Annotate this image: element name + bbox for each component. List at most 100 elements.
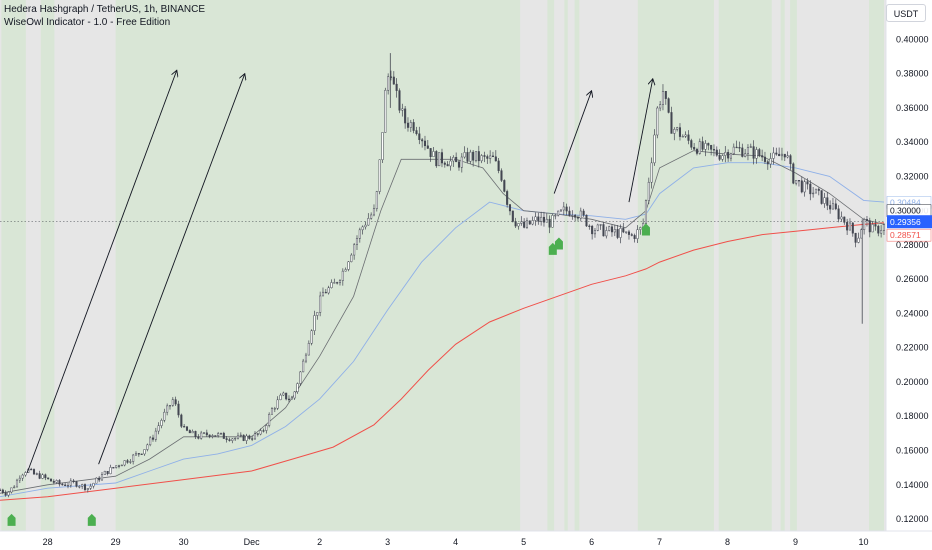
candle-body-182 — [514, 221, 517, 227]
x-tick-7: 5 — [521, 537, 526, 547]
candle-body-255 — [721, 155, 724, 160]
candle-body-176 — [497, 160, 500, 171]
candle-body-14 — [38, 473, 41, 479]
candle-body-303 — [857, 237, 860, 243]
candle-body-158 — [446, 164, 449, 167]
candle-body-308 — [871, 224, 874, 233]
candle-body-220 — [622, 228, 625, 233]
candle-body-312 — [882, 224, 885, 231]
candle-body-122 — [344, 269, 347, 272]
candle-body-92 — [259, 430, 262, 435]
zone-7 — [718, 0, 772, 531]
candle-body-125 — [353, 244, 356, 256]
candle-body-224 — [633, 235, 636, 239]
buy-signal-1 — [7, 513, 16, 526]
candle-body-38 — [106, 470, 109, 475]
candle-body-210 — [593, 230, 597, 235]
candle-body-110 — [310, 330, 313, 344]
candle-body-60 — [168, 405, 172, 407]
candle-body-6 — [15, 479, 19, 488]
candle-body-129 — [364, 224, 367, 228]
candle-body-168 — [474, 151, 478, 161]
candle-body-174 — [491, 155, 495, 158]
candle-body-203 — [574, 214, 577, 218]
currency-button[interactable]: USDT — [886, 4, 926, 22]
candle-body-136 — [384, 89, 387, 133]
candle-body-268 — [758, 149, 761, 156]
candle-body-35 — [98, 477, 101, 481]
candle-body-231 — [653, 134, 656, 164]
candle-body-204 — [576, 217, 580, 219]
candle-body-258 — [729, 153, 732, 159]
candle-body-213 — [602, 224, 605, 237]
candle-body-269 — [761, 155, 764, 158]
symbol-title: Hedera Hashgraph / TetherUS, 1h, BINANCE — [4, 4, 206, 15]
candle-body-119 — [336, 282, 339, 284]
buy-signal-4 — [554, 237, 563, 250]
candle-body-267 — [755, 149, 758, 159]
candle-body-160 — [452, 156, 455, 162]
candle-body-61 — [171, 399, 174, 406]
candle-body-29 — [81, 484, 84, 487]
candle-body-155 — [438, 152, 441, 167]
candle-body-179 — [506, 191, 509, 205]
candle-body-145 — [409, 122, 412, 128]
candle-body-99 — [279, 394, 282, 401]
zone-1 — [40, 0, 55, 531]
zones-layer — [0, 0, 886, 531]
candle-body-25 — [69, 480, 72, 486]
x-tick-6: 4 — [453, 537, 458, 547]
candle-body-127 — [358, 229, 361, 239]
candle-body-208 — [588, 225, 591, 227]
candle-body-284 — [803, 181, 806, 193]
candle-body-66 — [185, 426, 189, 431]
y-tick-2: 0.36000 — [896, 103, 929, 113]
candle-body-167 — [472, 151, 475, 161]
candle-body-43 — [120, 464, 123, 467]
candle-body-187 — [528, 220, 531, 225]
candle-body-147 — [415, 130, 418, 135]
candle-body-56 — [157, 425, 160, 432]
y-tick-4: 0.32000 — [896, 171, 929, 181]
candle-body-42 — [117, 465, 121, 467]
candle-body-181 — [511, 210, 514, 222]
candle-body-279 — [789, 155, 792, 165]
candle-body-301 — [851, 222, 854, 234]
price-label-1: 0.30000 — [890, 206, 921, 216]
candle-body-273 — [772, 152, 775, 159]
candle-body-107 — [302, 360, 305, 373]
candle-body-235 — [664, 90, 667, 99]
candle-body-194 — [548, 218, 551, 228]
candle-body-140 — [395, 83, 398, 91]
candle-body-120 — [338, 280, 342, 284]
candle-body-64 — [180, 414, 183, 427]
candle-body-55 — [154, 430, 157, 440]
candle-body-22 — [61, 483, 64, 486]
y-tick-7: 0.26000 — [896, 274, 929, 284]
trend-arrow-2 — [553, 91, 591, 194]
candle-body-33 — [92, 482, 95, 487]
candle-body-111 — [313, 315, 316, 331]
last-price-badge — [887, 215, 932, 229]
candle-body-74 — [208, 434, 211, 437]
zone-8 — [780, 0, 785, 531]
candle-body-82 — [231, 438, 234, 441]
candle-body-114 — [321, 291, 325, 297]
candle-body-270 — [763, 156, 766, 162]
candle-body-26 — [72, 480, 75, 482]
y-tick-11: 0.18000 — [896, 411, 929, 421]
candle-body-137 — [387, 76, 390, 91]
candle-body-282 — [797, 180, 800, 182]
candle-body-205 — [579, 210, 582, 219]
price-label-2: 0.28571 — [890, 230, 921, 240]
candle-body-278 — [786, 155, 789, 158]
candle-body-139 — [392, 76, 395, 85]
candle-body-79 — [222, 432, 225, 439]
x-tick-9: 7 — [657, 537, 662, 547]
candle-body-153 — [432, 151, 435, 157]
candle-body-97 — [273, 408, 276, 410]
candle-body-259 — [732, 146, 735, 155]
candle-body-171 — [483, 155, 486, 157]
